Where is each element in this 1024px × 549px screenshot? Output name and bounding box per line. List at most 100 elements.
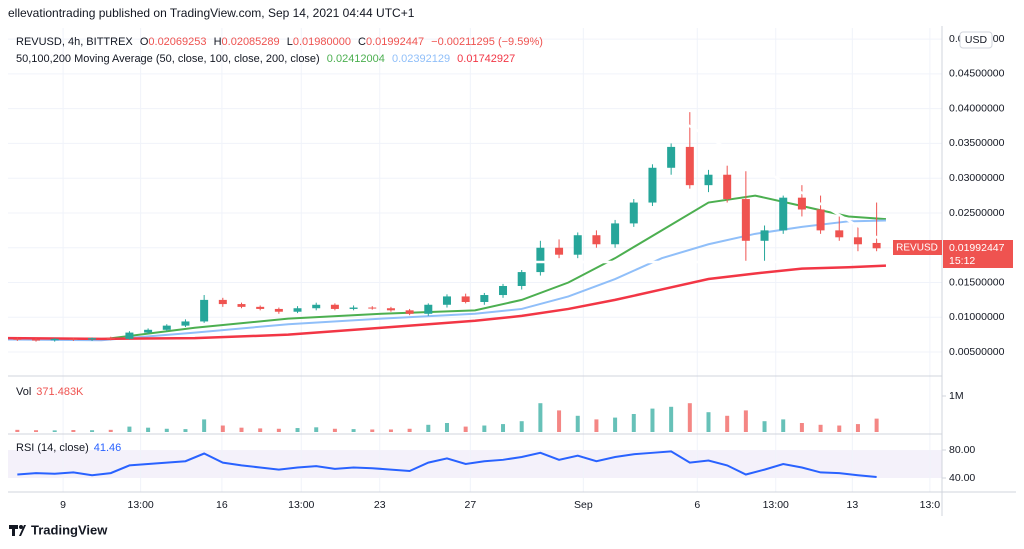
moving-average [7, 264, 887, 341]
ma-value: 0.02412004 [327, 53, 385, 65]
candle-body [88, 338, 97, 340]
price-tag-text: 0.01992447 [949, 242, 1005, 254]
brand: TradingView [31, 522, 108, 537]
ohlc-key: L [287, 36, 293, 48]
volume-bar [781, 419, 786, 432]
ohlc-value: 0.01992447 [366, 36, 424, 48]
candle-body [667, 146, 676, 168]
countdown: 15:12 [949, 255, 975, 267]
volume-bar [463, 426, 468, 432]
volume-bar [34, 430, 39, 432]
vol-title: Vol [16, 386, 31, 398]
currency-button[interactable] [959, 31, 993, 49]
rsi-title: RSI (14, close) [16, 442, 89, 454]
y-tick-label: 0.03000000 [949, 172, 1005, 184]
candle-body [125, 332, 134, 339]
candle-body [69, 338, 78, 340]
volume-bar [538, 403, 543, 432]
volume-bar [127, 426, 132, 432]
vol-value: 371.483K [36, 386, 84, 398]
ohlc-value: 0.02069253 [148, 36, 206, 48]
volume-bar [799, 423, 804, 432]
volume-bar [687, 403, 692, 432]
candle-body [144, 329, 153, 333]
volume-bar [855, 424, 860, 432]
candle-body [797, 197, 806, 210]
volume-bar [220, 425, 225, 432]
x-tick-label: 13:00 [288, 499, 314, 511]
candle-body [312, 304, 321, 309]
plot-area: 9 13:00 16 13:00 23 27 Sep 6 13:00 13 13:0 0.005000… [7, 28, 1005, 511]
candle-body [760, 230, 769, 241]
candle-body [256, 306, 265, 309]
volume-bar [332, 428, 337, 432]
volume-bar [239, 427, 244, 432]
ohlc-key: C [358, 36, 366, 48]
x-tick-label: 27 [464, 499, 476, 511]
symbol-name: REVUSD, 4h, BITTREX [16, 36, 133, 48]
candle-body [779, 197, 788, 231]
volume-bar [146, 427, 151, 432]
volume-bar [388, 429, 393, 432]
symbol-tag [893, 240, 942, 255]
y-tick-label: 0.01000000 [949, 311, 1005, 323]
x-tick-label: 6 [694, 499, 700, 511]
candle-body [816, 209, 825, 231]
candle-body [32, 339, 41, 341]
y-tick-label: 1M [949, 390, 964, 402]
candle-body [517, 272, 526, 286]
volume-bar [818, 424, 823, 432]
candle-body [162, 325, 171, 330]
candle-body [872, 242, 881, 249]
rsi-legend: RSI (14, close) 41.46 [16, 442, 121, 454]
volume-bar [258, 428, 263, 432]
candle-body [200, 299, 209, 322]
volume-bar [164, 428, 169, 432]
volume-bar [52, 430, 57, 432]
x-tick-label: 13:00 [127, 499, 153, 511]
rsi-line [17, 450, 877, 478]
volume-bar [594, 419, 599, 432]
y-tick-label: 80.00 [949, 444, 975, 456]
y-tick-label: 40.00 [949, 472, 975, 484]
rsi-value: 41.46 [94, 442, 122, 454]
volume-bar [743, 410, 748, 432]
ma-title: 50,100,200 Moving Average (50, close, 10… [16, 53, 320, 65]
ma-value: 0.02392129 [392, 53, 450, 65]
x-tick-label: 9 [60, 499, 66, 511]
vol-legend: Vol 371.483K [16, 386, 84, 398]
x-tick-label: 16 [216, 499, 228, 511]
volume-bar [407, 428, 412, 432]
volume-bar [613, 417, 618, 432]
candle-body [555, 247, 564, 255]
candle-body [442, 296, 451, 305]
y-tick-label: 0.02500000 [949, 207, 1005, 219]
volume-bar [90, 430, 95, 432]
candle-body [461, 296, 470, 302]
candle-body [50, 338, 59, 341]
x-tick-label: 13:00 [763, 499, 789, 511]
candle-body [405, 310, 414, 314]
ma-legend: 50,100,200 Moving Average (50, close, 10… [16, 53, 515, 65]
volume-bar [71, 430, 76, 432]
candle-body [853, 237, 862, 245]
volume-bar [725, 415, 730, 432]
currency[interactable]: USD [965, 34, 988, 46]
candle-body [499, 285, 508, 296]
x-tick-label: 23 [374, 499, 386, 511]
candle-body [13, 338, 22, 340]
volume-bar [650, 408, 655, 432]
y-tick-label: 0.03500000 [949, 137, 1005, 149]
volume-bar [501, 424, 506, 432]
volume-bar [202, 419, 207, 432]
candle-body [835, 230, 844, 238]
ohlc-value: 0.02085289 [222, 36, 280, 48]
y-tick-label: 0.00500000 [949, 346, 1005, 358]
ma-value: 0.01742927 [457, 53, 515, 65]
volume-bar [837, 425, 842, 432]
symbol-tag-text: REVUSD [896, 243, 938, 254]
candle-body [573, 235, 582, 255]
volume-bar [706, 412, 711, 432]
candle-body [592, 235, 601, 245]
